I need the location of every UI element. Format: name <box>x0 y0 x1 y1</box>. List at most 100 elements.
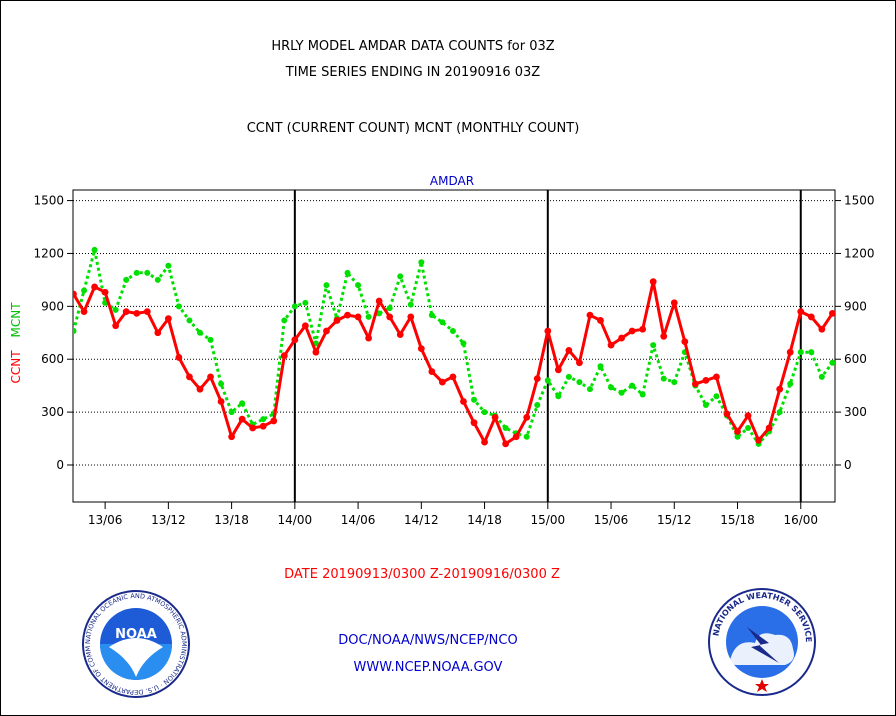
mcnt-point <box>660 375 667 382</box>
x-tick-label: 14/18 <box>467 513 502 527</box>
ccnt-point <box>776 385 784 393</box>
ccnt-point <box>818 325 826 333</box>
ccnt-point <box>428 368 436 375</box>
ccnt-point <box>481 438 488 446</box>
mcnt-point <box>639 391 646 398</box>
y-tick-label-left: 0 <box>56 458 64 472</box>
ccnt-point <box>755 436 762 444</box>
x-tick-label: 16/00 <box>783 513 818 527</box>
mcnt-point <box>91 246 98 253</box>
ccnt-point <box>301 322 309 330</box>
ccnt-point <box>259 422 267 430</box>
mcnt-point <box>73 328 77 335</box>
nws-logo: NATIONAL WEATHER SERVICE <box>708 588 816 696</box>
y-tick-label-left: 1500 <box>33 194 64 208</box>
ccnt-point <box>734 428 741 435</box>
mcnt-point <box>281 317 288 324</box>
tick-layer: 0 0 300 300 600 600 900 900 1200 1200 1500 1500 13/0… <box>33 194 874 527</box>
ccnt-point <box>649 278 657 286</box>
panel-label: AMDAR <box>430 174 474 188</box>
x-tick-label: 13/12 <box>151 513 186 527</box>
ccnt-point <box>417 345 425 353</box>
mcnt-point <box>428 312 435 319</box>
y-tick-label-left: 1200 <box>33 246 64 260</box>
ccnt-point <box>164 315 172 323</box>
ccnt-point <box>80 308 88 316</box>
x-tick-label: 13/06 <box>88 513 123 527</box>
mcnt-point <box>207 336 214 343</box>
day-boundary-layer <box>293 190 802 502</box>
mcnt-point <box>797 349 804 356</box>
mcnt-point <box>186 317 193 324</box>
mcnt-point <box>418 259 425 266</box>
mcnt-point <box>829 359 835 366</box>
ccnt-point <box>407 313 415 321</box>
mcnt-point <box>260 416 267 423</box>
date-range: DATE 20190913/0300 Z-20190916/0300 Z <box>284 567 560 582</box>
ccnt-point <box>702 376 710 384</box>
ccnt-point <box>670 299 678 307</box>
x-tick-label: 14/12 <box>404 513 439 527</box>
mcnt-point <box>228 409 235 416</box>
mcnt-point <box>302 299 309 306</box>
ccnt-point <box>238 415 246 423</box>
mcnt-point <box>291 303 298 310</box>
mcnt-point <box>112 306 119 313</box>
mcnt-point <box>196 329 203 336</box>
ccnt-point <box>112 322 120 330</box>
mcnt-point <box>502 424 509 431</box>
mcnt-point <box>523 433 530 440</box>
y-tick-label-right: 1200 <box>844 246 875 260</box>
mcnt-point <box>481 409 488 416</box>
website-link[interactable]: WWW.NCEP.NOAA.GOV <box>353 660 503 675</box>
ccnt-point <box>228 433 236 441</box>
ccnt-point <box>586 311 594 319</box>
mcnt-point <box>808 349 815 356</box>
ccnt-point <box>628 327 636 335</box>
org-path: DOC/NOAA/NWS/NCEP/NCO <box>338 633 518 648</box>
ccnt-point <box>502 440 510 448</box>
y-axis-label-mcnt: MCNT <box>9 302 23 338</box>
mcnt-point <box>650 342 657 349</box>
series-layer <box>73 246 835 448</box>
ccnt-point <box>133 309 141 317</box>
ccnt-point <box>101 288 109 296</box>
mcnt-point <box>565 373 572 380</box>
x-tick-label: 15/12 <box>657 513 692 527</box>
ccnt-point <box>186 373 193 381</box>
ccnt-point <box>333 317 341 324</box>
ccnt-point <box>533 375 541 383</box>
ccnt-point <box>512 433 520 441</box>
mcnt-point <box>818 373 825 380</box>
ccnt-point <box>713 373 720 381</box>
mcnt-point <box>365 313 372 320</box>
mcnt-point <box>407 301 414 308</box>
ccnt-point <box>607 341 615 349</box>
mcnt-point <box>608 384 615 391</box>
x-tick-label: 14/00 <box>278 513 313 527</box>
mcnt-point <box>239 400 246 407</box>
chart-subtitle: CCNT (CURRENT COUNT) MCNT (MONTHLY COUNT… <box>246 121 580 136</box>
ccnt-point <box>660 332 668 340</box>
mcnt-point <box>713 393 720 400</box>
ccnt-point <box>723 410 731 418</box>
ccnt-point <box>365 334 373 342</box>
ccnt-point <box>175 354 183 361</box>
y-tick-label-right: 600 <box>844 352 867 366</box>
noaa-logo: NATIONAL OCEANIC AND ATMOSPHERIC ADMINIS… <box>81 589 190 698</box>
y-tick-label-right: 1500 <box>844 194 875 208</box>
mcnt-point <box>787 380 794 387</box>
ccnt-point <box>618 334 625 342</box>
ccnt-point <box>565 347 573 354</box>
y-tick-label-right: 0 <box>844 458 852 472</box>
mcnt-line <box>73 248 834 446</box>
ccnt-point <box>154 329 162 337</box>
mcnt-point <box>544 377 551 384</box>
ccnt-point <box>207 373 214 381</box>
mcnt-point <box>154 276 161 283</box>
mcnt-point <box>144 269 151 276</box>
mcnt-point <box>133 269 140 276</box>
grid-layer <box>73 200 835 466</box>
mcnt-point <box>629 382 636 389</box>
